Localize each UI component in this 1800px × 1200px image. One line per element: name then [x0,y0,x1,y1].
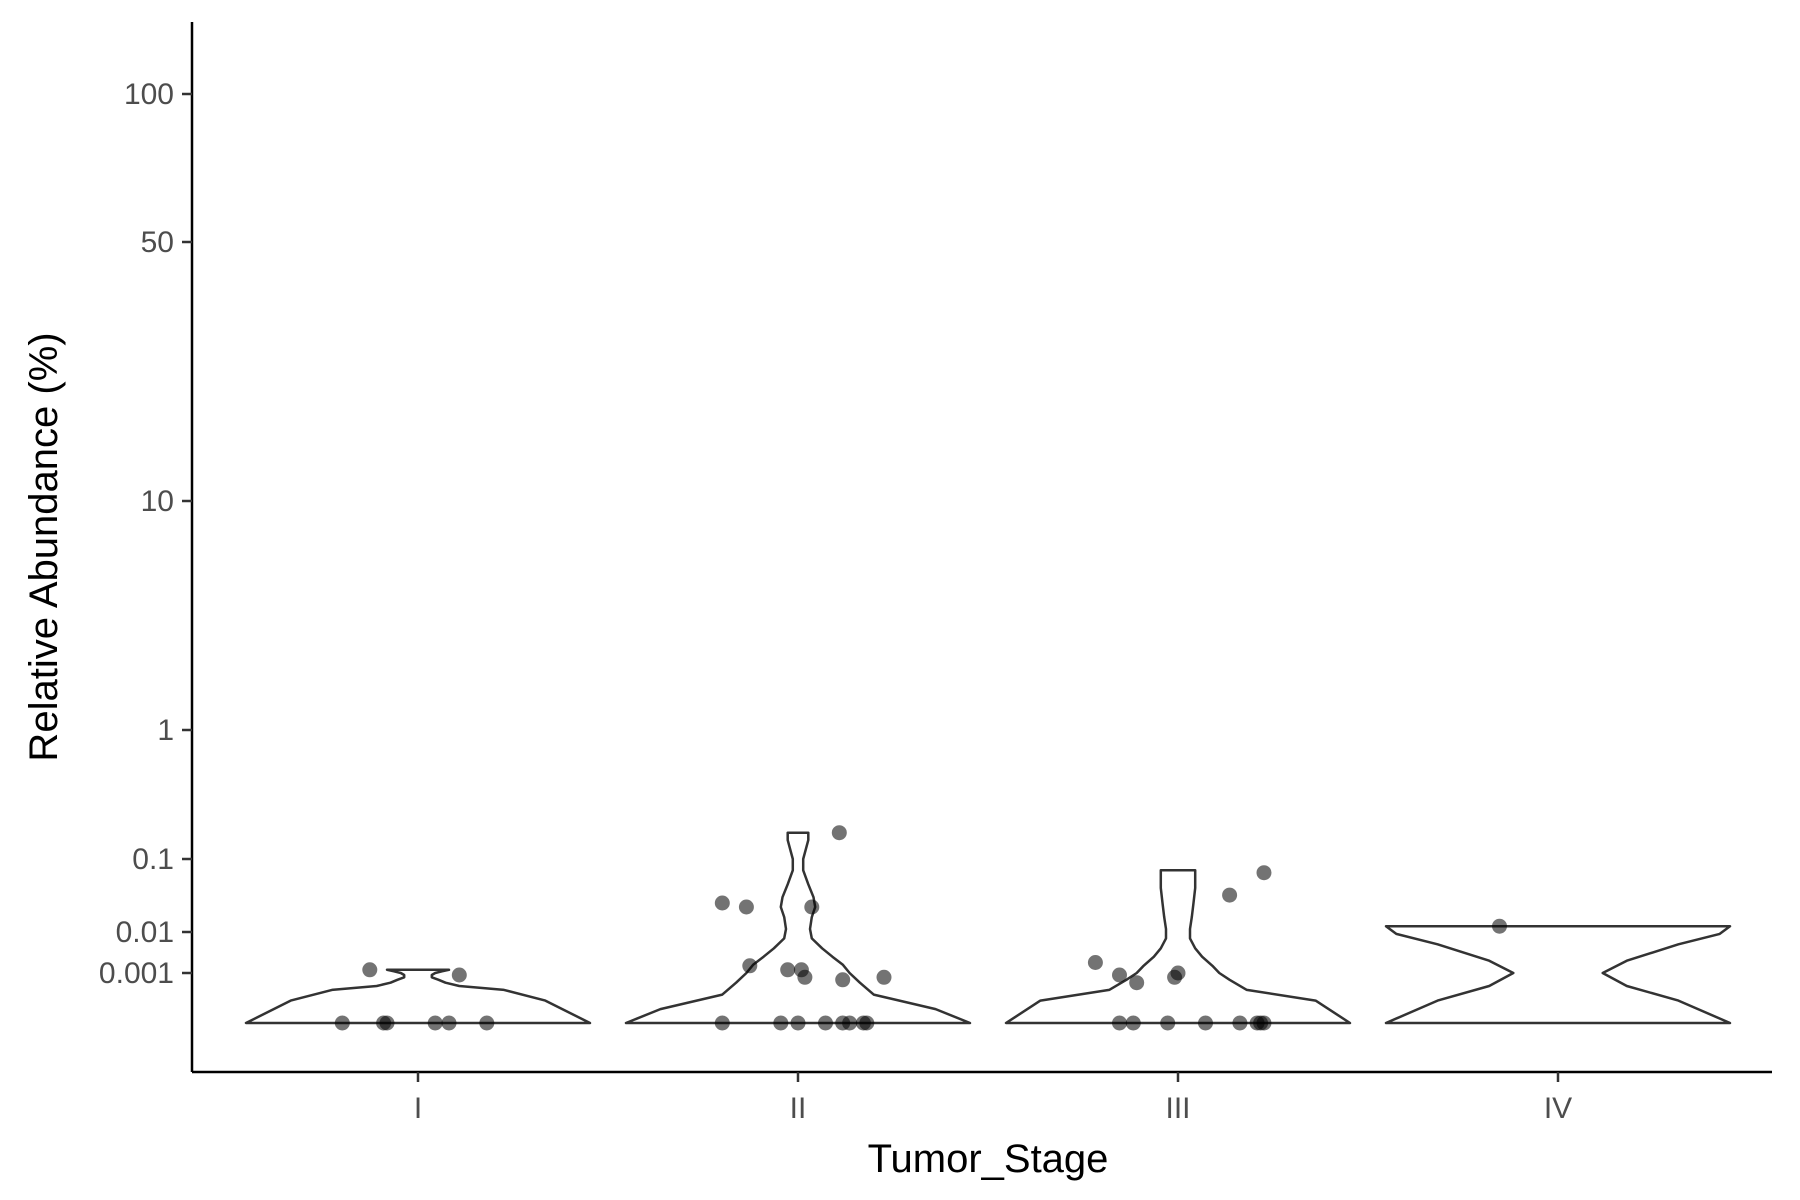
y-ticks: 0.001 0.01 0.1 1 10 50 100 [99,78,192,990]
data-point-II-12 [835,972,851,988]
data-point-II-13 [876,969,892,985]
x-tick-label: II [790,1092,807,1125]
data-point-III-2 [1160,1015,1176,1031]
y-tick-label: 0.01 [116,916,174,949]
violin-II [624,831,972,1025]
data-point-II-3 [818,1015,833,1031]
x-tick-label: III [1165,1092,1190,1125]
violin-III [1004,869,1352,1025]
y-tick-label: 100 [124,78,174,111]
data-point-I-5 [479,1015,495,1031]
data-point-III-1 [1125,1015,1141,1031]
data-point-III-4 [1232,1015,1248,1031]
data-point-I-4 [441,1015,457,1031]
y-tick-label: 1 [157,714,174,747]
y-tick-label: 0.1 [132,843,174,876]
y-tick-label: 0.001 [99,957,174,990]
data-point-II-2 [790,1015,806,1031]
data-point-II-11 [797,969,813,985]
data-point-III-11 [1170,965,1186,981]
data-point-II-15 [738,899,754,915]
data-point-II-0 [714,1015,730,1031]
data-point-I-7 [451,967,467,983]
data-point-III-9 [1112,967,1127,983]
data-point-III-12 [1087,955,1103,970]
y-tick-label: 50 [141,226,174,259]
data-point-II-1 [773,1015,789,1031]
data-point-III-8 [1129,975,1145,991]
data-point-I-0 [334,1015,350,1031]
data-point-I-6 [362,962,378,978]
data-point-II-7 [859,1015,875,1031]
violin-IV [1384,924,1732,1025]
data-point-III-0 [1112,1015,1127,1031]
data-point-II-16 [804,899,820,915]
x-axis-title: Tumor_Stage [868,1137,1109,1181]
data-point-I-2 [379,1015,395,1031]
data-point-III-7 [1256,1015,1272,1031]
data-point-IV-0 [1492,918,1507,934]
data-point-III-14 [1256,865,1272,881]
y-tick-label: 10 [141,485,174,518]
x-tick-label: I [414,1092,422,1125]
x-tick-label: IV [1544,1092,1572,1125]
data-point-II-9 [780,962,796,978]
data-point-I-3 [427,1015,443,1031]
data-point-III-3 [1198,1015,1213,1031]
points-layer [334,825,1507,1031]
x-ticks: I II III IV [414,1072,1572,1125]
data-point-II-17 [831,825,847,841]
data-point-III-13 [1222,887,1238,903]
y-axis-title: Relative Abundance (%) [22,332,66,761]
data-point-II-8 [742,958,758,974]
violin-I [244,968,592,1025]
data-point-II-14 [714,895,730,911]
violins-layer [244,831,1732,1025]
data-point-II-5 [842,1015,858,1031]
